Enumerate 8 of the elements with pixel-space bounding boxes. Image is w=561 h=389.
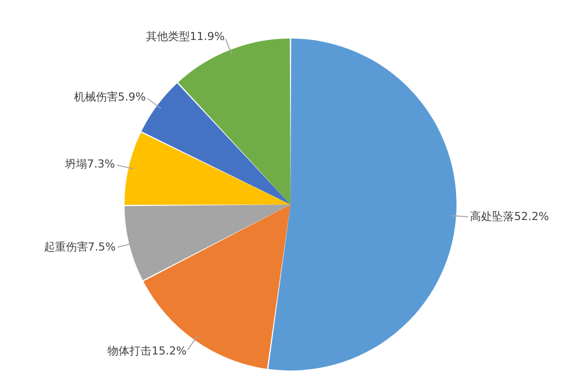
slice-label: 物体打击15.2%	[108, 344, 187, 358]
pie-slice	[268, 38, 456, 370]
slice-label: 机械伤害5.9%	[74, 90, 146, 104]
slice-label: 高处坠落52.2%	[470, 210, 550, 223]
pie-slice	[124, 132, 290, 205]
slice-label: 其他类型11.9%	[146, 30, 225, 43]
slice-label: 起重伤害7.5%	[44, 240, 116, 254]
slice-label: 坍塌7.3%	[64, 158, 115, 171]
